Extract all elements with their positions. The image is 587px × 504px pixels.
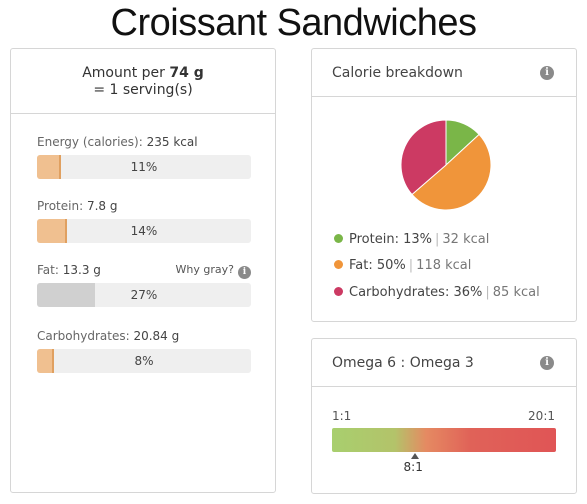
legend-percent: 13% [403,232,432,247]
nutrient-value: 20.84 g [133,329,180,343]
info-icon[interactable]: i [540,356,554,370]
omega-min-label: 1:1 [332,409,352,423]
nutrient-energy: Energy (calories): 235 kcal 11% [37,133,251,179]
nutrient-label: Protein: [37,199,84,213]
pie-slice-carbohydrates [400,119,447,196]
legend-name: Protein: [349,232,399,247]
legend-name: Fat: [349,258,373,273]
nutrition-card: Amount per 74 g = 1 serving(s) Energy (c… [10,48,276,493]
card-title: Omega 6 : Omega 3 [332,355,474,371]
nutrient-bar: 8% [37,349,251,373]
legend-name: Carbohydrates: [349,285,450,300]
legend-item-carbohydrates: Carbohydrates: 36% | 85 kcal [334,283,574,303]
nutrient-label: Energy (calories): [37,135,143,149]
legend-percent: 50% [376,258,406,273]
omega-marker [410,453,419,459]
nutrient-percent: 27% [130,288,158,302]
nutrient-label: Fat: [37,263,59,277]
nutrient-percent: 8% [134,354,154,368]
nutrient-bar: 27% [37,283,251,307]
serving-line: = 1 serving(s) [93,82,193,98]
pie-slice-fat [411,133,492,211]
omega-ratio-bar [332,428,556,452]
calorie-pie-chart [400,119,492,211]
info-icon[interactable]: i [540,66,554,80]
card-title: Calorie breakdown [332,65,463,81]
nutrient-bar-fill [37,349,55,373]
nutrient-bar: 11% [37,155,251,179]
nutrient-value: 235 kcal [146,135,198,149]
amount-value: 74 g [169,65,204,81]
calorie-breakdown-card: Calorie breakdown i Protein: 13% | 32 kcal… [311,48,577,322]
nutrient-bar: 14% [37,219,251,243]
omega-ratio-card: Omega 6 : Omega 3 i 1:1 20:1 8:1 [311,338,577,494]
nutrient-label: Carbohydrates: [37,329,130,343]
amount-prefix: Amount per [82,65,165,81]
nutrient-value: 7.8 g [86,199,118,213]
nutrient-percent: 14% [130,224,158,238]
legend-item-fat: Fat: 50% | 118 kcal [334,256,574,276]
card-header: Calorie breakdown i [312,49,576,97]
page-title: Croissant Sandwiches [110,2,477,44]
omega-value-label: 8:1 [403,460,423,474]
legend-kcal: 118 kcal [416,258,472,273]
amount-header: Amount per 74 g = 1 serving(s) [11,49,275,114]
nutrient-protein: Protein: 7.8 g 14% [37,197,251,243]
legend-percent: 36% [453,285,483,300]
legend-item-protein: Protein: 13% | 32 kcal [334,230,574,250]
nutrient-bar-fill [37,219,67,243]
nutrient-value: 13.3 g [62,263,101,277]
nutrient-carbohydrates: Carbohydrates: 20.84 g 8% [37,327,251,373]
nutrient-fat: Fat: 13.3 g Why gray? i 27% [37,261,251,307]
info-icon[interactable]: i [238,266,251,279]
why-gray-link[interactable]: Why gray? i [176,261,251,279]
nutrient-percent: 11% [130,160,158,174]
legend-kcal: 85 kcal [492,285,540,300]
omega-max-label: 20:1 [528,409,555,423]
legend-dot [334,287,343,296]
nutrient-bar-fill [37,283,95,307]
legend-dot [334,234,343,243]
legend-dot [334,260,343,269]
why-gray-label: Why gray? [175,263,234,276]
nutrient-bar-fill [37,155,61,179]
legend-kcal: 32 kcal [442,232,490,247]
card-header: Omega 6 : Omega 3 i [312,339,576,387]
